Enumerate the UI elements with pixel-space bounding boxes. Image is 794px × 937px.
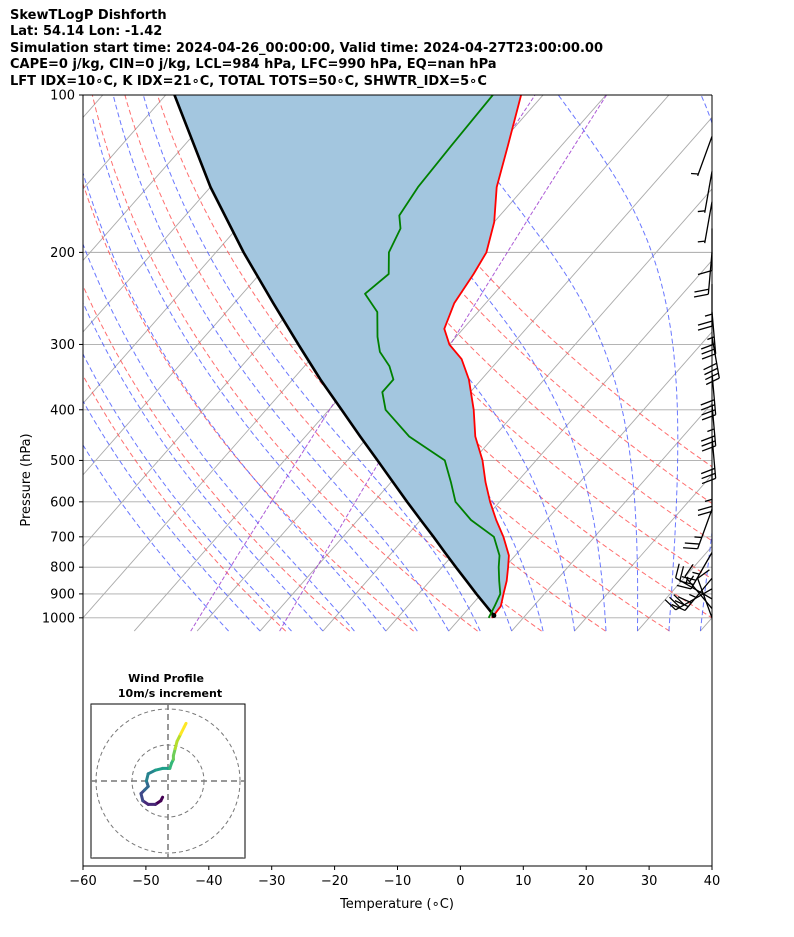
isotherm-line [0,83,50,631]
wind-barb [697,284,713,331]
isotherm-line [511,402,712,632]
isotherm-line [322,188,712,632]
moist-adiabat [142,95,481,632]
x-tick-label: −20 [321,874,348,889]
x-tick-label: 10 [515,874,532,889]
wind-barb [697,469,713,516]
y-tick-label: 900 [50,587,75,602]
hodograph-subtitle: 10m/s increment [118,687,222,700]
moist-adiabat [83,400,261,632]
wind-barb [683,509,713,550]
moist-adiabat [112,95,450,632]
y-axis-label: Pressure (hPa) [19,433,34,526]
isotherm-line [83,95,230,262]
wind-barb [697,171,713,213]
wind-barb [693,252,713,298]
x-tick-label: −30 [258,874,285,889]
y-tick-label: 1000 [42,611,75,626]
wind-barb [691,136,713,177]
y-tick-label: 700 [50,530,75,545]
x-tick-label: 30 [641,874,658,889]
wind-barb [703,336,720,386]
y-tick-label: 800 [50,561,75,576]
moist-adiabat [83,171,387,632]
moist-adiabat [83,301,324,632]
cin-shading [174,95,522,618]
isotherm-line [448,331,712,632]
moist-adiabat [83,242,355,632]
wind-barb [700,436,717,485]
wind-barb [700,372,717,421]
isotherm-line [574,474,712,632]
hodograph-segment [182,721,188,729]
y-tick-label: 400 [50,403,75,418]
x-tick-label: −10 [384,874,411,889]
x-tick-label: 40 [704,874,721,889]
isotherm-line [259,116,712,632]
dewpoint-profile-line [364,95,502,619]
index-line: LFT IDX=10∘C, K IDX=21∘C, TOTAL TOTS=50∘… [10,73,487,89]
x-tick-label: −50 [132,874,159,889]
time-line: Simulation start time: 2024-04-26_00:00:… [10,40,603,56]
moist-adiabat [436,95,639,632]
isotherm-line [83,95,104,119]
moist-adiabat [83,352,292,632]
chart-header: SkewTLogP Dishforth Lat: 54.14 Lon: -1.4… [10,8,603,90]
wind-barb [697,201,713,244]
wind-barb [671,577,713,612]
dry-adiabat [83,182,414,632]
x-tick-label: 0 [456,874,464,889]
moist-adiabat [557,95,679,632]
y-tick-label: 500 [50,454,75,469]
wind-barb [697,228,713,276]
hodograph-title: Wind Profile [128,672,204,685]
x-tick-label: 20 [578,874,595,889]
y-tick-label: 300 [50,338,75,353]
moist-adiabat [91,116,418,632]
y-tick-label: 200 [50,246,75,261]
chart-title: SkewTLogP Dishforth [10,8,167,23]
isotherm-line [700,617,712,632]
cape-line: CAPE=0 j/kg, CIN=0 j/kg, LCL=984 hPa, LF… [10,57,497,73]
dry-adiabat [83,284,351,632]
isotherm-line [83,95,167,190]
moist-adiabat [345,95,607,632]
wind-barb [697,569,713,619]
parcel-start-marker [491,613,497,619]
temperature-profile-line [443,95,522,619]
y-tick-label: 100 [50,89,75,104]
x-axis-label: Temperature (∘C) [339,897,454,912]
dry-adiabat [91,95,478,632]
moist-adiabat [83,444,229,632]
parcel-profile-line [173,95,495,617]
wind-barb [676,552,713,590]
x-tick-label: −40 [195,874,222,889]
y-tick-label: 600 [50,495,75,510]
location-line: Lat: 54.14 Lon: -1.42 [10,24,163,40]
dry-adiabat [254,95,712,580]
x-tick-label: −60 [69,874,96,889]
